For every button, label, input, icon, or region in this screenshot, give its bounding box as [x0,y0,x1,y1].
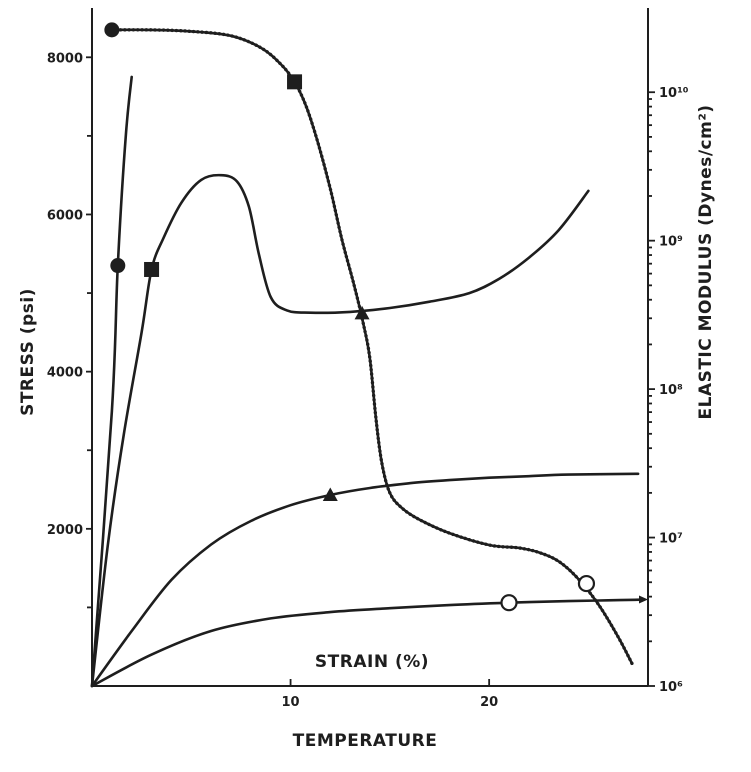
series-line-5 [110,28,634,665]
series-line-1 [90,75,133,688]
y2-axis-label: ELASTIC MODULUS (Dynes/cm²) [696,104,716,419]
marker-layer [104,22,648,612]
y-tick-label: 8000 [47,51,83,66]
strain-axis-label: STRAIN (%) [315,652,429,672]
x-tick-label: 20 [480,695,498,710]
tick-marks [86,56,655,687]
chart-axes [86,8,655,687]
y2-tick-label: 10¹⁰ [659,86,689,101]
series-line-2 [90,173,590,688]
y2-tick-label: 10⁶ [659,680,683,695]
filled-circle-marker [110,258,126,274]
x-axis-label: TEMPERATURE [293,731,438,751]
series-line-3 [90,472,640,688]
right-axis-arrow [639,595,648,604]
y2-tick-label: 10⁹ [659,235,683,250]
series-line-beads [110,28,634,666]
y-tick-label: 4000 [47,366,83,381]
open-circle-marker [500,594,518,612]
series-layer [90,28,646,688]
y2-tick-label: 10⁸ [659,383,683,398]
open-circle-marker [577,574,596,593]
filled-circle-marker [104,22,120,38]
y-tick-label: 2000 [47,523,83,538]
filled-square-marker [144,261,160,277]
y2-tick-label: 10⁷ [659,532,683,547]
filled-triangle-marker [322,487,338,502]
filled-triangle-marker [354,305,370,320]
filled-square-marker [287,74,303,90]
tick-labels: 2000 4000 6000 8000 10 20 10⁶ 10⁷ 10⁸ 10⁹ 10¹⁰ [47,51,689,710]
y-axis-label: STRESS (psi) [18,288,38,416]
y-tick-label: 6000 [47,208,83,223]
series-line-4 [90,598,646,688]
x-tick-label: 10 [282,695,300,710]
